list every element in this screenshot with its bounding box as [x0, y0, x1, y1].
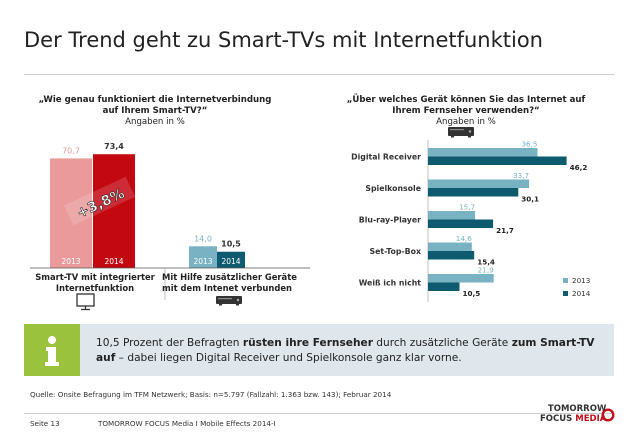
- right-category-label: Digital Receiver: [351, 153, 421, 162]
- right-bar-2014: [428, 251, 475, 260]
- left-category-0: Smart-TV mit integrierter Internetfunkti…: [35, 272, 155, 293]
- right-bar-2013: [428, 274, 494, 283]
- page-number: Seite 13: [30, 419, 60, 428]
- left-chart-question: „Wie genau funktioniert die Internetverb…: [30, 95, 280, 128]
- right-value-label: 30,1: [521, 195, 539, 204]
- info-text-part3: – dabei liegen Digital Receiver und Spie…: [115, 352, 462, 364]
- right-value-label: 14,6: [456, 234, 472, 243]
- left-chart-question-text: „Wie genau funktioniert die Internetverb…: [38, 95, 272, 116]
- footer: Seite 13 TOMORROW FOCUS Media I Mobile E…: [30, 419, 276, 428]
- info-text: 10,5 Prozent der Befragten rüsten ihre F…: [96, 336, 596, 366]
- right-chart-subtitle: Angaben in %: [436, 117, 496, 127]
- logo-mark-icon: [601, 408, 615, 422]
- right-value-label: 15,7: [459, 203, 475, 212]
- left-value-label: 73,4: [104, 142, 124, 151]
- info-text-part2: durch zusätzliche Geräte: [372, 337, 512, 349]
- left-year-label: 2013: [193, 257, 212, 266]
- right-value-label: 33,7: [513, 171, 529, 180]
- monitor-icon: [76, 293, 95, 311]
- right-bar-2013: [428, 242, 472, 251]
- left-year-label: 2014: [104, 257, 123, 266]
- right-chart-question: „Über welches Gerät können Sie das Inter…: [335, 95, 597, 128]
- left-year-label: 2014: [221, 257, 240, 266]
- left-bar-2013-1: [189, 246, 217, 268]
- left-year-label: 2013: [61, 257, 80, 266]
- right-value-label: 10,5: [463, 289, 481, 298]
- right-value-label: 36,5: [521, 140, 537, 149]
- footer-company: TOMORROW FOCUS Media I Mobile Effects 20…: [97, 419, 276, 428]
- right-category-label: Spielkonsole: [365, 184, 421, 193]
- right-category-label: Weiß ich nicht: [359, 279, 422, 288]
- right-value-label: 46,2: [570, 163, 588, 172]
- left-value-label: 70,7: [62, 146, 80, 155]
- info-text-bold1: rüsten ihre Fernseher: [242, 337, 373, 349]
- info-box: [24, 324, 614, 376]
- left-bar-2014-0: [93, 154, 135, 268]
- logo-line2a: FOCUS: [540, 414, 573, 424]
- legend-label: 2013: [572, 276, 590, 285]
- set-top-box-icon: [216, 296, 242, 306]
- left-bar-2014-1: [217, 251, 245, 268]
- left-value-label: 10,5: [221, 240, 241, 249]
- legend-swatch-2014: [563, 291, 568, 296]
- right-bar-2014: [428, 219, 494, 228]
- logo-line2b: MEDIA: [575, 414, 607, 424]
- right-chart-question-text: „Über welches Gerät können Sie das Inter…: [346, 95, 586, 116]
- info-text-part1: 10,5 Prozent der Befragten: [96, 337, 243, 349]
- right-bar-2014: [428, 156, 567, 165]
- footer-divider: [24, 413, 614, 414]
- right-category-label: Blu-ray-Player: [359, 216, 421, 225]
- right-category-label: Set-Top-Box: [369, 247, 421, 256]
- info-icon: [24, 324, 80, 376]
- info-text-bold2: zum Smart-TV auf: [96, 337, 595, 364]
- company-logo: TOMORROW FOCUS MEDIA: [540, 404, 606, 424]
- title-divider: [24, 74, 614, 75]
- left-chart-subtitle: Angaben in %: [125, 117, 185, 127]
- right-bar-2014: [428, 188, 519, 197]
- logo-line1: TOMORROW: [547, 404, 607, 414]
- page-title: Der Trend geht zu Smart-TVs mit Internet…: [24, 28, 543, 52]
- legend-swatch-2013: [563, 278, 568, 283]
- right-bar-2013: [428, 179, 530, 188]
- left-bar-2013-0: [50, 158, 92, 268]
- source-note: Quelle: Onsite Befragung im TFM Netzwerk…: [30, 390, 392, 399]
- legend-label: 2014: [572, 289, 591, 298]
- right-bar-2014: [428, 282, 460, 291]
- right-value-label: 15,4: [477, 258, 495, 267]
- left-category-1: Mit Hilfe zusätzlicher Geräte mit dem In…: [162, 272, 297, 293]
- receiver-icon: [448, 127, 474, 138]
- right-value-label: 21,9: [478, 266, 494, 275]
- right-bar-2013: [428, 211, 476, 220]
- right-bar-2013: [428, 148, 538, 157]
- right-value-label: 21,7: [496, 226, 514, 235]
- left-value-label: 14,0: [194, 234, 212, 243]
